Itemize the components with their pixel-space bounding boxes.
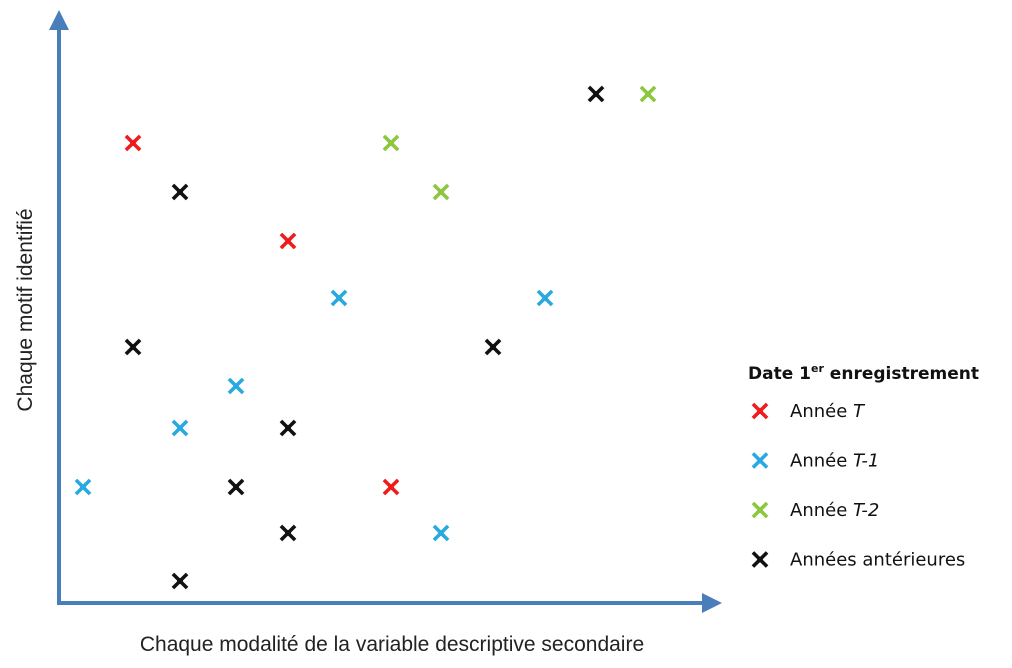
legend-label-2: Année T-2 [790, 500, 879, 521]
data-point-s1-2 [225, 375, 247, 397]
data-point-s3-6 [277, 522, 299, 544]
data-point-s3-5 [225, 476, 247, 498]
legend-marker-0 [749, 400, 771, 422]
data-point-s2-2 [430, 181, 452, 203]
legend-items: Année T Année T-1 Année T-2 Années antérieu… [749, 400, 965, 571]
data-point-s2-0 [637, 83, 659, 105]
data-point-s1-4 [72, 476, 94, 498]
legend-title: Date 1er enregistrement [748, 362, 979, 384]
x-axis-title: Chaque modalité de la variable descripti… [140, 633, 644, 656]
legend-label-0: Année T [790, 401, 866, 422]
data-point-s1-3 [169, 417, 191, 439]
data-point-s0-1 [277, 230, 299, 252]
data-points [72, 83, 659, 592]
y-axis-title: Chaque motif identifié [14, 208, 37, 411]
data-point-s1-0 [328, 287, 350, 309]
data-point-s3-7 [169, 570, 191, 592]
axes [49, 10, 722, 613]
legend-label-3: Années antérieures [790, 550, 965, 571]
data-point-s1-1 [534, 287, 556, 309]
data-point-s2-1 [380, 132, 402, 154]
legend: Date 1er enregistrement Année T Année T-1… [748, 362, 979, 571]
data-point-s3-0 [585, 83, 607, 105]
data-point-s3-1 [169, 181, 191, 203]
data-point-s3-3 [482, 336, 504, 358]
legend-marker-3 [749, 549, 771, 570]
data-point-s0-0 [122, 132, 144, 154]
data-point-s0-2 [380, 476, 402, 498]
data-point-s3-4 [277, 417, 299, 439]
legend-marker-1 [749, 450, 771, 471]
data-point-s1-5 [430, 522, 452, 544]
legend-label-1: Année T-1 [790, 451, 879, 472]
data-point-s3-2 [122, 336, 144, 358]
legend-marker-2 [749, 499, 771, 521]
